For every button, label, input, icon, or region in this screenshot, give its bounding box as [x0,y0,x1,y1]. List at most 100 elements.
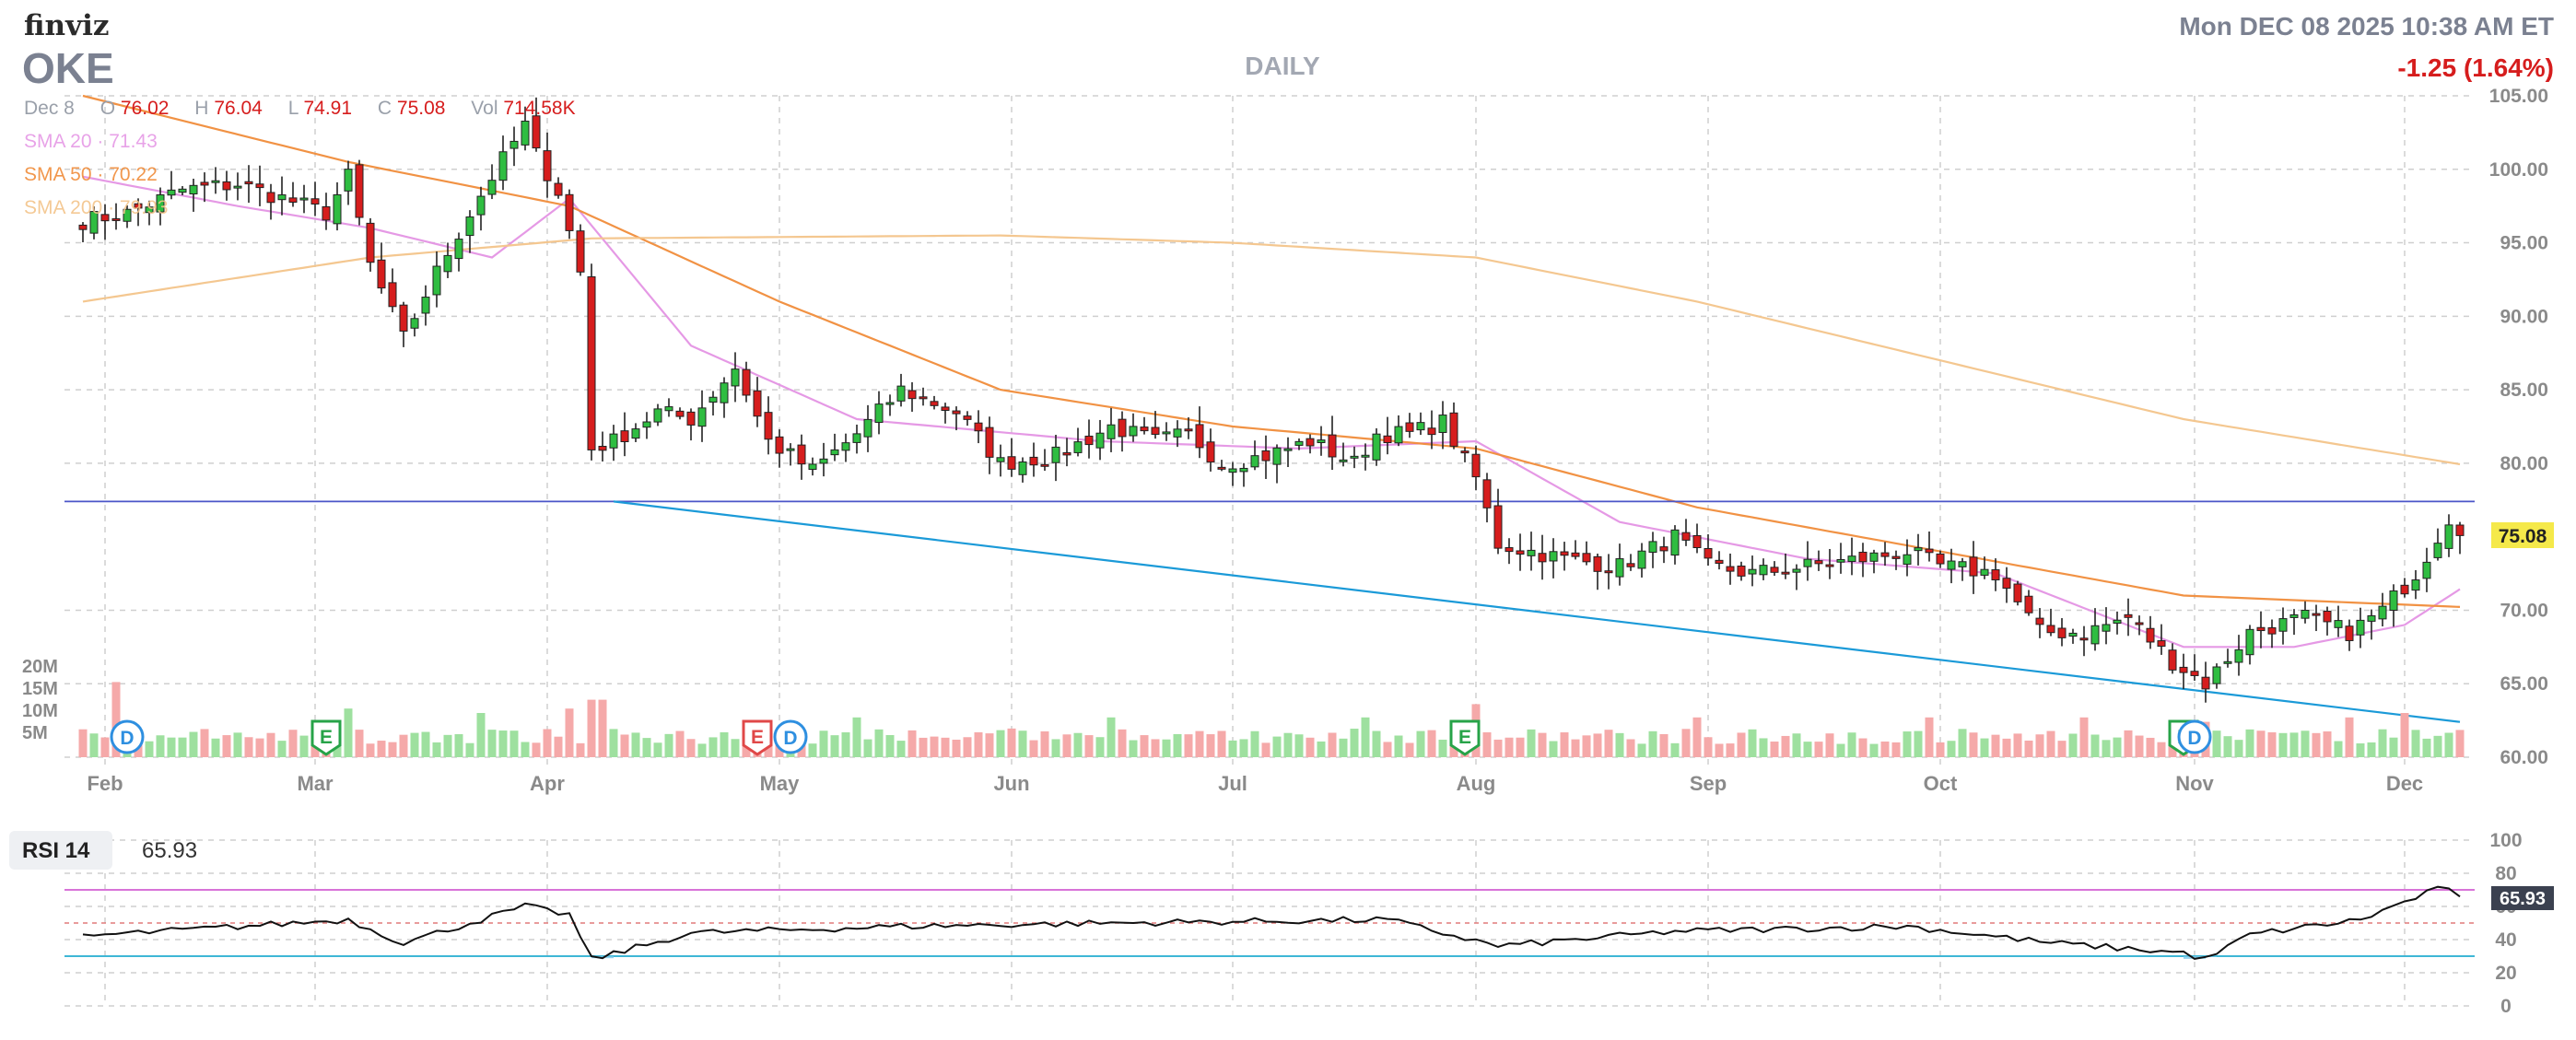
volume-bar [1406,742,1414,757]
candle-up [2434,543,2441,558]
volume-bar [997,730,1005,757]
finviz-logo[interactable]: finviz [24,9,109,42]
candle-down [2324,611,2331,621]
volume-bar [2357,743,2365,757]
candle-down [533,116,540,148]
candle-down [687,412,695,425]
candle-down [588,276,595,450]
volume-bar [300,736,309,757]
candle-down [2268,628,2276,635]
low-value: 74.91 [303,98,352,119]
volume-bar [1859,739,1868,757]
volume-bar [1373,731,1381,757]
volume-bar [1130,741,1138,757]
price-tick-label: 100.00 [2489,159,2548,181]
candle-up [1174,429,1181,438]
month-label: Jul [1218,772,1247,795]
volume-bar [1937,742,1945,757]
candle-down [754,391,761,416]
volume-bar [1329,732,1337,757]
sma200-legend[interactable]: SMA 200 · 79.93 [24,197,168,218]
volume-bar [853,718,861,757]
candle-down [555,183,562,195]
candle-down [1461,451,1469,453]
candle-down [986,427,993,457]
candle-up [2445,525,2453,549]
volume-bar [1715,743,1724,757]
candle-down [1594,556,1601,571]
candle-down [1472,454,1480,476]
candle-up [732,369,739,386]
high-label: H [194,98,208,119]
volume-bar [533,742,541,757]
candle-down [1406,423,1413,431]
candle-down [2058,628,2066,637]
ohlc-date: Dec 8 [24,98,75,119]
volume-bar [1981,739,1989,757]
candle-up [1749,569,1756,574]
candle-down [2125,614,2132,617]
volume-bar [1085,735,1094,757]
volume-bar [1041,731,1049,757]
candle-down [953,411,960,414]
volume-bar [1351,729,1359,757]
candle-up [997,458,1004,462]
candle-down [1561,552,1568,555]
volume-bar [665,734,673,757]
candle-down [367,223,374,262]
volume-bar [1771,742,1779,757]
volume-bar [820,730,828,757]
volume-bar [1483,732,1492,757]
candle-down [1085,436,1093,444]
volume-bar [1074,733,1083,757]
volume-bar [1118,730,1127,757]
candle-down [1881,553,1889,556]
candle-down [2346,626,2353,641]
volume-bar [1505,738,1514,757]
candle-up [820,459,827,463]
candle-down [621,431,628,442]
candle-up [1107,425,1115,438]
candle-down [322,206,330,219]
volume-bar [1682,729,1691,757]
price-tick-label: 90.00 [2500,306,2548,327]
volume-bar [864,740,872,757]
candle-up [643,422,650,427]
month-label: Sep [1690,772,1727,795]
candle-up [2246,629,2254,654]
candle-down [1494,506,1502,548]
earnings-icon-letter: E [1458,727,1471,748]
volume-bar [1141,735,1149,757]
volume-bar [2003,739,2011,757]
volume-tick-label: 20M [22,657,58,677]
volume-bar [732,739,740,757]
candle-up [234,186,241,188]
rsi-label[interactable]: RSI 14 [22,838,90,863]
sma20-legend[interactable]: SMA 20 · 71.43 [24,131,158,152]
candle-up [168,190,175,194]
rsi-value: 65.93 [142,838,197,863]
candle-up [1273,448,1281,464]
volume-bar [1439,740,1447,757]
volume-bar [2058,741,2067,757]
candle-up [2290,614,2298,617]
sma50-legend[interactable]: SMA 50 · 70.22 [24,164,158,185]
candle-up [190,185,197,193]
volume-bar [1174,734,1182,757]
volume-bar [223,735,231,757]
ticker-symbol[interactable]: OKE [22,44,114,92]
volume-bar [709,737,718,757]
candle-up [632,429,639,438]
volume-bar [1306,738,1315,757]
candle-down [1118,419,1126,437]
candle-down [2257,627,2265,630]
candle-down [2047,625,2055,633]
month-label: Apr [530,772,565,795]
candle-up [1550,552,1557,561]
candle-up [1295,441,1303,445]
volume-bar [2025,741,2033,757]
volume-bar [1727,743,1735,757]
volume-bar [1616,733,1624,757]
candle-up [1439,415,1446,433]
volume-bar [1019,730,1027,757]
